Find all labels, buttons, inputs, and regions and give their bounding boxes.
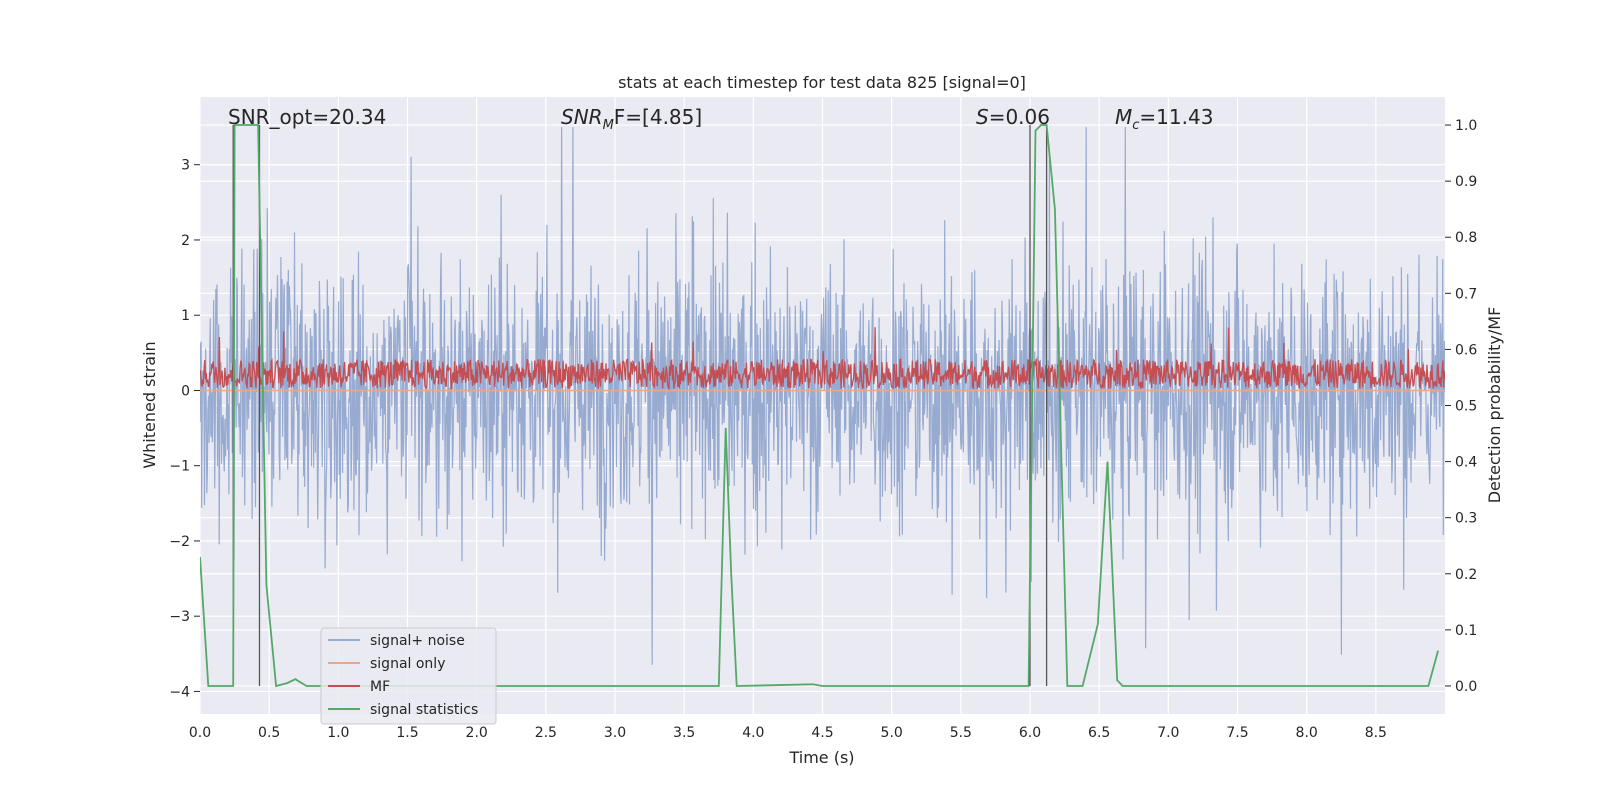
y-tick-label: 2	[181, 233, 190, 249]
y-right-tick-label: 0.2	[1455, 567, 1477, 583]
y-right-tick-label: 1.0	[1455, 118, 1477, 134]
y-right-tick-label: 0.9	[1455, 174, 1477, 190]
x-tick-label: 5.5	[950, 725, 972, 741]
y-right-tick-label: 0.5	[1455, 399, 1477, 415]
y-right-tick-label: 0.3	[1455, 511, 1477, 527]
legend-label-signal-noise: signal+ noise	[370, 633, 465, 649]
chart-title: stats at each timestep for test data 825…	[618, 73, 1026, 92]
x-tick-label: 1.0	[327, 725, 349, 741]
y-tick-label: −2	[169, 534, 190, 550]
y-right-tick-label: 0.6	[1455, 342, 1477, 358]
x-tick-label: 0.5	[258, 725, 280, 741]
y-tick-label: −3	[169, 609, 190, 625]
x-tick-label: 7.5	[1226, 725, 1248, 741]
x-tick-label: 1.5	[396, 725, 418, 741]
x-axis-ticks: 0.0 0.5 1.0 1.5 2.0 2.5 3.0 3.5 4.0 4.5 5.0 5.5 6.0 6…	[189, 725, 1387, 741]
y-tick-label: 0	[181, 383, 190, 399]
y-tick-label: 1	[181, 308, 190, 324]
y-right-tick-label: 0.1	[1455, 623, 1477, 639]
y-axis-left-label: Whitened strain	[140, 341, 159, 468]
x-tick-label: 8.5	[1365, 725, 1387, 741]
annotation-s: S=0.06	[976, 105, 1050, 129]
x-tick-label: 0.0	[189, 725, 211, 741]
x-tick-label: 8.0	[1296, 725, 1318, 741]
y-tick-label: 3	[181, 158, 190, 174]
y-tick-label: −4	[169, 684, 190, 700]
annotation-snr-opt: SNR_opt=20.34	[228, 105, 386, 129]
x-tick-label: 6.5	[1088, 725, 1110, 741]
y-right-tick-label: 0.4	[1455, 455, 1477, 471]
y-axis-right-ticks: 0.0 0.1 0.2 0.3 0.4 0.5 0.6 0.7 0.8 0.9 1.0	[1445, 118, 1477, 695]
x-tick-label: 3.0	[604, 725, 626, 741]
legend-label-mf: MF	[370, 679, 390, 695]
x-tick-label: 7.0	[1157, 725, 1179, 741]
legend: signal+ noise signal only MF signal stat…	[320, 627, 497, 725]
y-right-tick-label: 0.8	[1455, 230, 1477, 246]
y-axis-right-label: Detection probability/MF	[1485, 307, 1504, 504]
y-tick-label: −1	[169, 459, 190, 475]
x-tick-label: 2.5	[535, 725, 557, 741]
x-tick-label: 6.0	[1019, 725, 1041, 741]
legend-label-signal-statistics: signal statistics	[370, 702, 478, 718]
y-right-tick-label: 0.7	[1455, 286, 1477, 302]
x-tick-label: 4.0	[742, 725, 764, 741]
x-tick-label: 2.0	[466, 725, 488, 741]
legend-label-signal-only: signal only	[370, 656, 445, 672]
annotation-mc: Mc=11.43	[1115, 105, 1213, 133]
x-tick-label: 5.0	[881, 725, 903, 741]
series-mf	[200, 327, 1445, 391]
y-right-tick-label: 0.0	[1455, 679, 1477, 695]
annotation-snr-mf: SNRMF=[4.85]	[561, 105, 702, 133]
x-tick-label: 3.5	[673, 725, 695, 741]
legend-box	[320, 627, 497, 725]
x-tick-label: 4.5	[811, 725, 833, 741]
series-signal-statistics	[200, 124, 1439, 688]
x-axis-label: Time (s)	[788, 748, 854, 767]
y-axis-left-ticks: −4 −3 −2 −1 0 1 2 3	[169, 158, 200, 700]
